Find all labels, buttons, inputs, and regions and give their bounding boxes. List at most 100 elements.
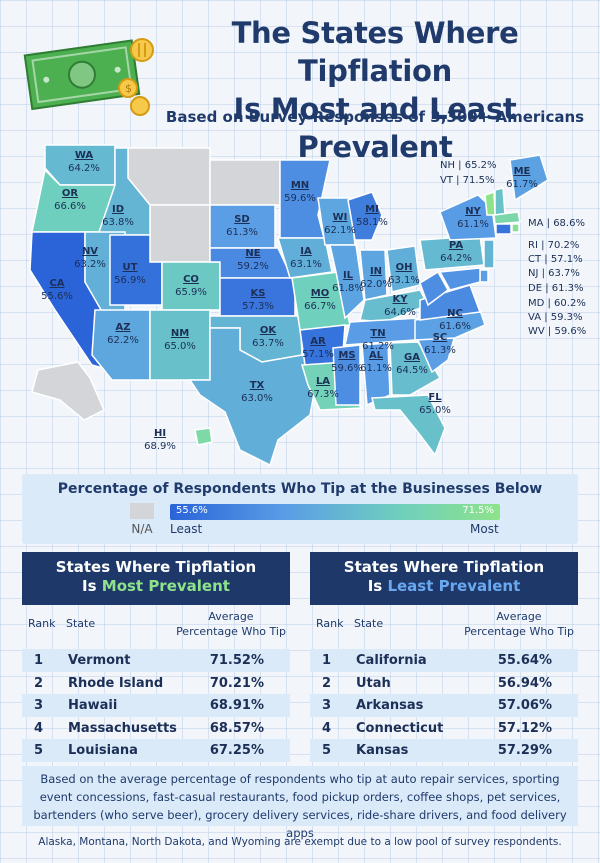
- state-il: [329, 244, 365, 320]
- col-state: State: [354, 617, 384, 630]
- label-ga-value: 64.5%: [396, 365, 428, 376]
- state-ky: [359, 289, 430, 323]
- callout-ri: RI | 70.2%: [528, 240, 579, 251]
- callout-md: MD | 60.2%: [528, 298, 586, 309]
- label-nc-abbr: NC: [447, 308, 463, 319]
- label-in-value: 62.0%: [360, 279, 392, 290]
- label-nm-value: 65.0%: [164, 341, 196, 352]
- state-cell: Massachusetts: [68, 720, 177, 736]
- callout-nj: NJ | 63.7%: [528, 268, 580, 279]
- label-wi-value: 62.1%: [324, 225, 356, 236]
- label-co-value: 65.9%: [175, 287, 207, 298]
- callout-de: DE | 61.3%: [528, 283, 584, 294]
- label-pa-abbr: PA: [449, 240, 463, 251]
- label-id-value: 63.8%: [102, 217, 134, 228]
- callout-va: VA | 59.3%: [528, 312, 583, 323]
- label-ut-abbr: UT: [123, 262, 138, 273]
- label-tn-abbr: TN: [370, 328, 385, 339]
- label-ks-abbr: KS: [251, 288, 266, 299]
- rank-cell: 1: [322, 653, 332, 668]
- state-cell: Connecticut: [356, 720, 444, 736]
- label-ne-abbr: NE: [245, 248, 260, 259]
- label-mn-value: 59.6%: [284, 193, 316, 204]
- most-table-row: 4 Massachusetts 68.57%: [22, 717, 290, 740]
- label-mi-value: 58.1%: [356, 217, 388, 228]
- most-table-title-line1: States Where Tipflation: [55, 558, 257, 576]
- state-id: [96, 147, 151, 236]
- state-nh: [494, 187, 506, 216]
- subtitle: Based on Survey Responses of 3,300+ Amer…: [165, 108, 585, 126]
- state-cell: Vermont: [68, 653, 131, 668]
- legend-title: Percentage of Respondents Who Tip at the…: [57, 481, 543, 497]
- col-rank: Rank: [28, 617, 56, 630]
- callout-wv: WV | 59.6%: [528, 326, 586, 337]
- col-rank: Rank: [316, 617, 344, 630]
- least-table-columns: Rank State Average Percentage Who Tip: [310, 605, 578, 649]
- label-tx-abbr: TX: [250, 380, 265, 391]
- state-ia: [276, 237, 333, 279]
- label-mi-abbr: MI: [365, 204, 379, 215]
- rank-cell: 1: [34, 653, 44, 668]
- label-fl-abbr: FL: [428, 392, 442, 403]
- state-tx: [188, 327, 319, 467]
- most-table-row: 1 Vermont 71.52%: [22, 649, 290, 672]
- label-oh-value: 63.1%: [388, 275, 420, 286]
- value-cell: 55.64%: [497, 653, 552, 668]
- na-label: N/A: [131, 522, 153, 536]
- state-co: [161, 261, 221, 311]
- value-cell: 56.94%: [497, 675, 552, 691]
- state-cell: Hawaii: [68, 698, 118, 713]
- col-average: Average Percentage Who Tip: [176, 610, 286, 638]
- state-wy-na: [149, 204, 211, 263]
- label-sd-value: 61.3%: [226, 227, 258, 238]
- state-va: [419, 284, 482, 321]
- label-ny-abbr: NY: [465, 206, 481, 217]
- label-me-abbr: ME: [514, 166, 531, 177]
- col-state: State: [66, 617, 96, 630]
- label-hi-abbr: HI: [154, 428, 166, 439]
- label-wi-abbr: WI: [333, 212, 348, 223]
- us-map: WA 64.2% OR 66.6% CA 55.6% ID 63.8% NV 63.2% UT 56.…: [29, 144, 586, 467]
- money-illustration: $: [23, 38, 154, 116]
- label-id-abbr: ID: [112, 204, 124, 215]
- most-table-title-highlight: Most Prevalent: [101, 577, 230, 595]
- svg-text:$: $: [125, 82, 132, 95]
- callout-ct: CT | 57.1%: [528, 254, 583, 265]
- label-ok-abbr: OK: [260, 325, 278, 336]
- least-table-row: 5 Kansas 57.29%: [310, 739, 578, 762]
- rank-cell: 4: [34, 720, 44, 736]
- state-al: [361, 342, 391, 407]
- least-table-title-line2: Is Least Prevalent: [310, 577, 578, 596]
- label-pa-value: 64.2%: [440, 253, 472, 264]
- rank-cell: 4: [322, 720, 332, 736]
- label-ut-value: 56.9%: [114, 275, 146, 286]
- most-table-columns: Rank State Average Percentage Who Tip: [22, 605, 290, 649]
- label-mo-value: 66.7%: [304, 301, 336, 312]
- state-cell: Arkansas: [356, 698, 424, 713]
- state-hi: [194, 427, 213, 446]
- label-ca-abbr: CA: [49, 278, 64, 289]
- rank-cell: 5: [34, 743, 44, 758]
- label-ms-abbr: MS: [338, 350, 355, 361]
- rank-cell: 2: [34, 675, 44, 691]
- title-line-2: Is Most and Least Prevalent: [233, 92, 517, 164]
- label-nm-abbr: NM: [171, 328, 189, 339]
- most-table-title-line2: Is Most Prevalent: [22, 577, 290, 596]
- most-table-row: 3 Hawaii 68.91%: [22, 694, 290, 717]
- label-co-abbr: CO: [183, 274, 199, 285]
- label-wa-abbr: WA: [75, 150, 94, 161]
- label-or-value: 66.6%: [54, 201, 86, 212]
- label-ok-value: 63.7%: [252, 338, 284, 349]
- label-sc-value: 61.3%: [424, 345, 456, 356]
- callout-ma: MA | 68.6%: [528, 218, 585, 229]
- rank-cell: 3: [34, 698, 44, 713]
- state-nd-na: [209, 159, 281, 206]
- state-cell: Rhode Island: [68, 675, 164, 691]
- legend: Percentage of Respondents Who Tip at the…: [22, 474, 578, 544]
- state-vt: [484, 190, 496, 216]
- state-wv: [419, 270, 449, 307]
- least-prevalent-table: States Where Tipflation Is Least Prevale…: [310, 552, 578, 762]
- rank-cell: 2: [322, 675, 332, 691]
- label-il-value: 61.8%: [332, 283, 364, 294]
- label-ia-abbr: IA: [300, 246, 312, 257]
